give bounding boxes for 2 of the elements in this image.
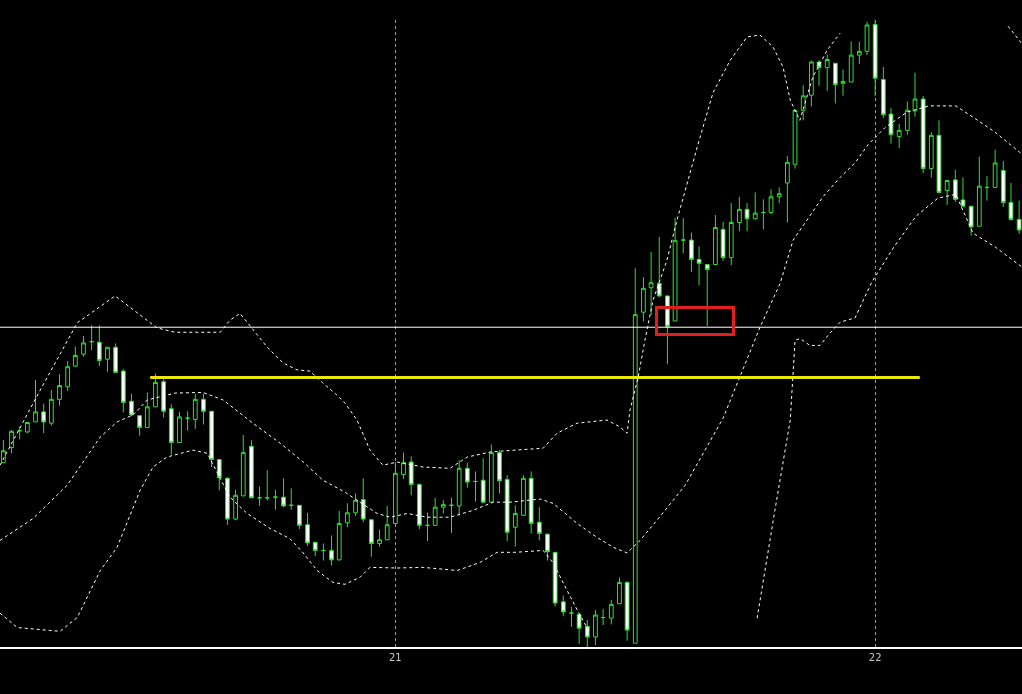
x-tick-label: 21 (389, 652, 402, 663)
x-tick-label: 22 (868, 652, 882, 663)
